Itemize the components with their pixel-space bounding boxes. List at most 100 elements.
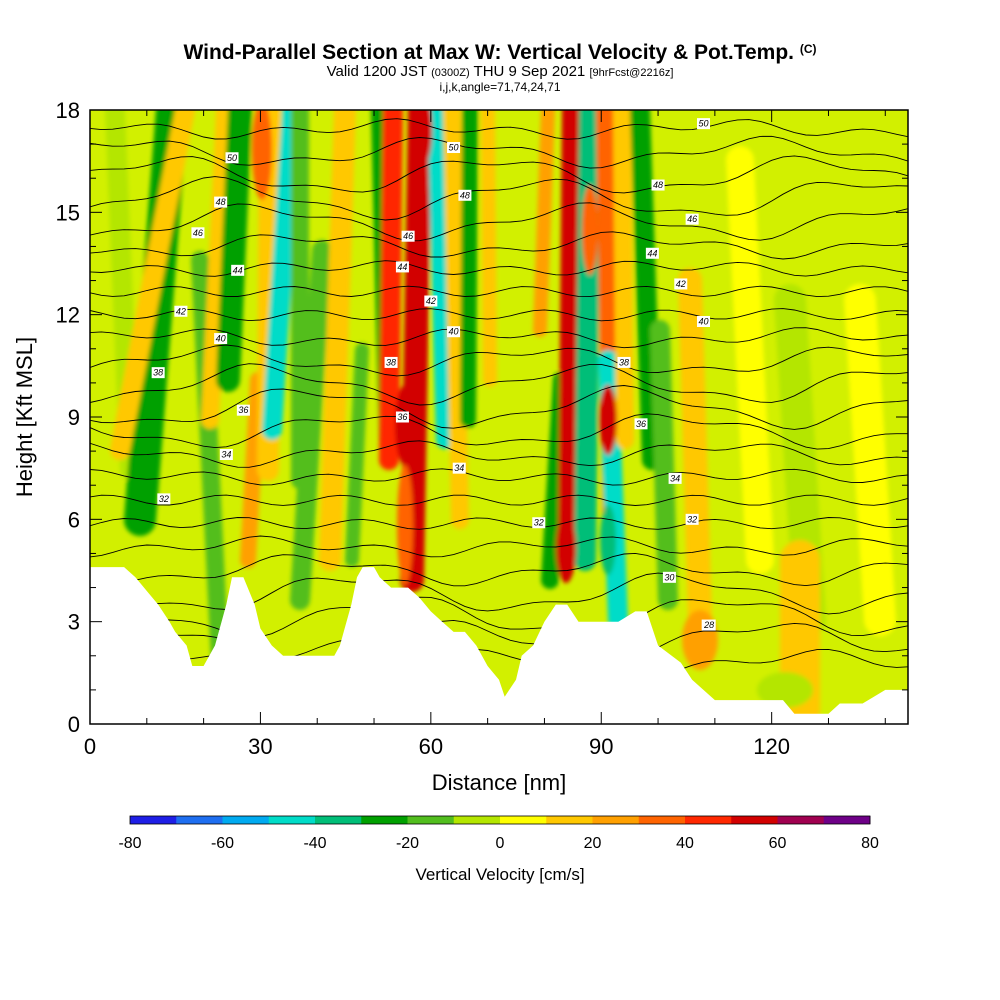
theta-contour-line [90, 552, 908, 587]
y-tick-label: 9 [68, 405, 80, 430]
theta-contour-label: 36 [238, 405, 248, 415]
theta-contour-label: 34 [454, 463, 464, 473]
theta-contour-label-bg [668, 472, 682, 484]
velocity-core [252, 110, 272, 200]
x-axis-title: Distance [nm] [432, 770, 567, 795]
theta-contour-label-bg [696, 118, 711, 130]
theta-contour-line [90, 260, 908, 277]
theta-contour-label-bg [191, 227, 205, 239]
theta-contour-line [90, 118, 908, 140]
velocity-core [556, 513, 576, 583]
velocity-core [600, 505, 616, 575]
y-axis-title: Height [Kft MSL] [12, 337, 37, 497]
theta-contour-label: 44 [233, 265, 243, 275]
theta-contour-line [90, 155, 908, 194]
theta-contour-label-bg [174, 305, 188, 317]
theta-contour-label: 48 [216, 197, 226, 207]
colorbar-swatch [361, 816, 408, 824]
velocity-streak [290, 240, 332, 610]
colorbar-tick-label: 60 [769, 835, 787, 852]
theta-contour-label: 36 [636, 419, 646, 429]
colorbar-swatch [315, 816, 362, 824]
theta-contour-line [90, 535, 908, 558]
colorbar-tick-label: 40 [676, 835, 694, 852]
theta-contour-label: 50 [227, 153, 237, 163]
theta-contour-label: 36 [397, 412, 407, 422]
velocity-core [757, 672, 813, 708]
theta-contour-label: 48 [460, 190, 470, 200]
y-tick-label: 0 [68, 712, 80, 737]
theta-contour-line [90, 231, 908, 260]
velocity-streak [216, 110, 252, 392]
theta-contour-label: 30 [664, 572, 674, 582]
velocity-streak [574, 110, 601, 571]
theta-contour-label: 38 [153, 368, 163, 378]
velocity-streak [678, 268, 712, 632]
theta-contour-line [90, 363, 908, 406]
colorbar-swatch [176, 816, 223, 824]
theta-contour-label-bg [225, 152, 239, 164]
theta-contour-line [90, 413, 908, 450]
velocity-streak [726, 146, 774, 574]
theta-contour-label-bg [685, 513, 699, 525]
theta-contour-label: 46 [193, 228, 203, 238]
theta-contour-label: 42 [176, 306, 186, 316]
chart-title-unit: (C) [799, 42, 817, 56]
theta-contour-labels: 50 50 50 48 48 48 46 46 46 44 44 44 42 42 42 40 40 40 38 38… [151, 118, 716, 631]
x-tick-label: 60 [419, 734, 443, 759]
theta-contour-label: 32 [534, 518, 544, 528]
theta-contour-label: 50 [698, 119, 708, 129]
colorbar-swatch [222, 816, 270, 824]
colorbar: -80 -60 -40 -20 0 20 40 60 80 [118, 815, 879, 852]
colorbar-swatch [685, 816, 732, 824]
colorbar-tick-label: 80 [861, 835, 879, 852]
theta-contour-label: 38 [619, 357, 629, 367]
velocity-streak [427, 110, 454, 449]
theta-contour-label: 32 [159, 494, 169, 504]
chart-title: Wind-Parallel Section at Max W: Vertical… [0, 38, 1000, 64]
velocity-streak [379, 110, 403, 470]
x-tick-label: 30 [248, 734, 272, 759]
theta-contour-line [90, 176, 908, 221]
y-tick-label: 18 [56, 98, 80, 123]
velocity-streak [533, 110, 555, 337]
theta-contour-label-bg [447, 326, 461, 338]
velocity-field [90, 110, 908, 724]
theta-contour-label-bg [617, 356, 631, 368]
theta-contour-label-bg [395, 411, 409, 423]
theta-contour-label-bg [236, 404, 250, 416]
theta-contour-label-bg [424, 295, 438, 307]
x-tick-label: 0 [84, 734, 96, 759]
x-tick-label: 90 [589, 734, 613, 759]
theta-contour-label-bg [384, 356, 398, 368]
colorbar-swatch [130, 816, 177, 824]
velocity-streak [240, 372, 266, 568]
theta-contour-label-bg [401, 230, 415, 242]
colorbar-tick-label: -40 [303, 835, 326, 852]
velocity-streak [345, 343, 369, 567]
velocity-streak [481, 110, 497, 387]
y-tick-label: 3 [68, 610, 80, 635]
theta-contour-label-bg [395, 261, 409, 273]
theta-contour-label: 46 [403, 231, 413, 241]
colorbar-swatch [638, 816, 686, 824]
theta-contour-label: 42 [426, 296, 436, 306]
colorbar-swatch [500, 816, 547, 824]
colorbar-swatch [777, 816, 825, 824]
theta-contour-line [90, 308, 908, 322]
colorbar-swatch [823, 816, 871, 824]
theta-contour-label: 34 [670, 473, 680, 483]
velocity-core [395, 385, 415, 465]
velocity-streak [844, 284, 896, 636]
theta-contour-line [90, 285, 908, 298]
valid-date: THU 9 Sep 2021 [473, 63, 586, 80]
valid-utc: (0300Z) [431, 67, 470, 79]
theta-contour-line [90, 327, 908, 349]
colorbar-tick-label: 0 [496, 835, 505, 852]
terrain-mask [90, 567, 908, 724]
colorbar-swatch [546, 816, 593, 824]
colorbar-swatch [407, 816, 455, 824]
velocity-streak [400, 110, 432, 592]
